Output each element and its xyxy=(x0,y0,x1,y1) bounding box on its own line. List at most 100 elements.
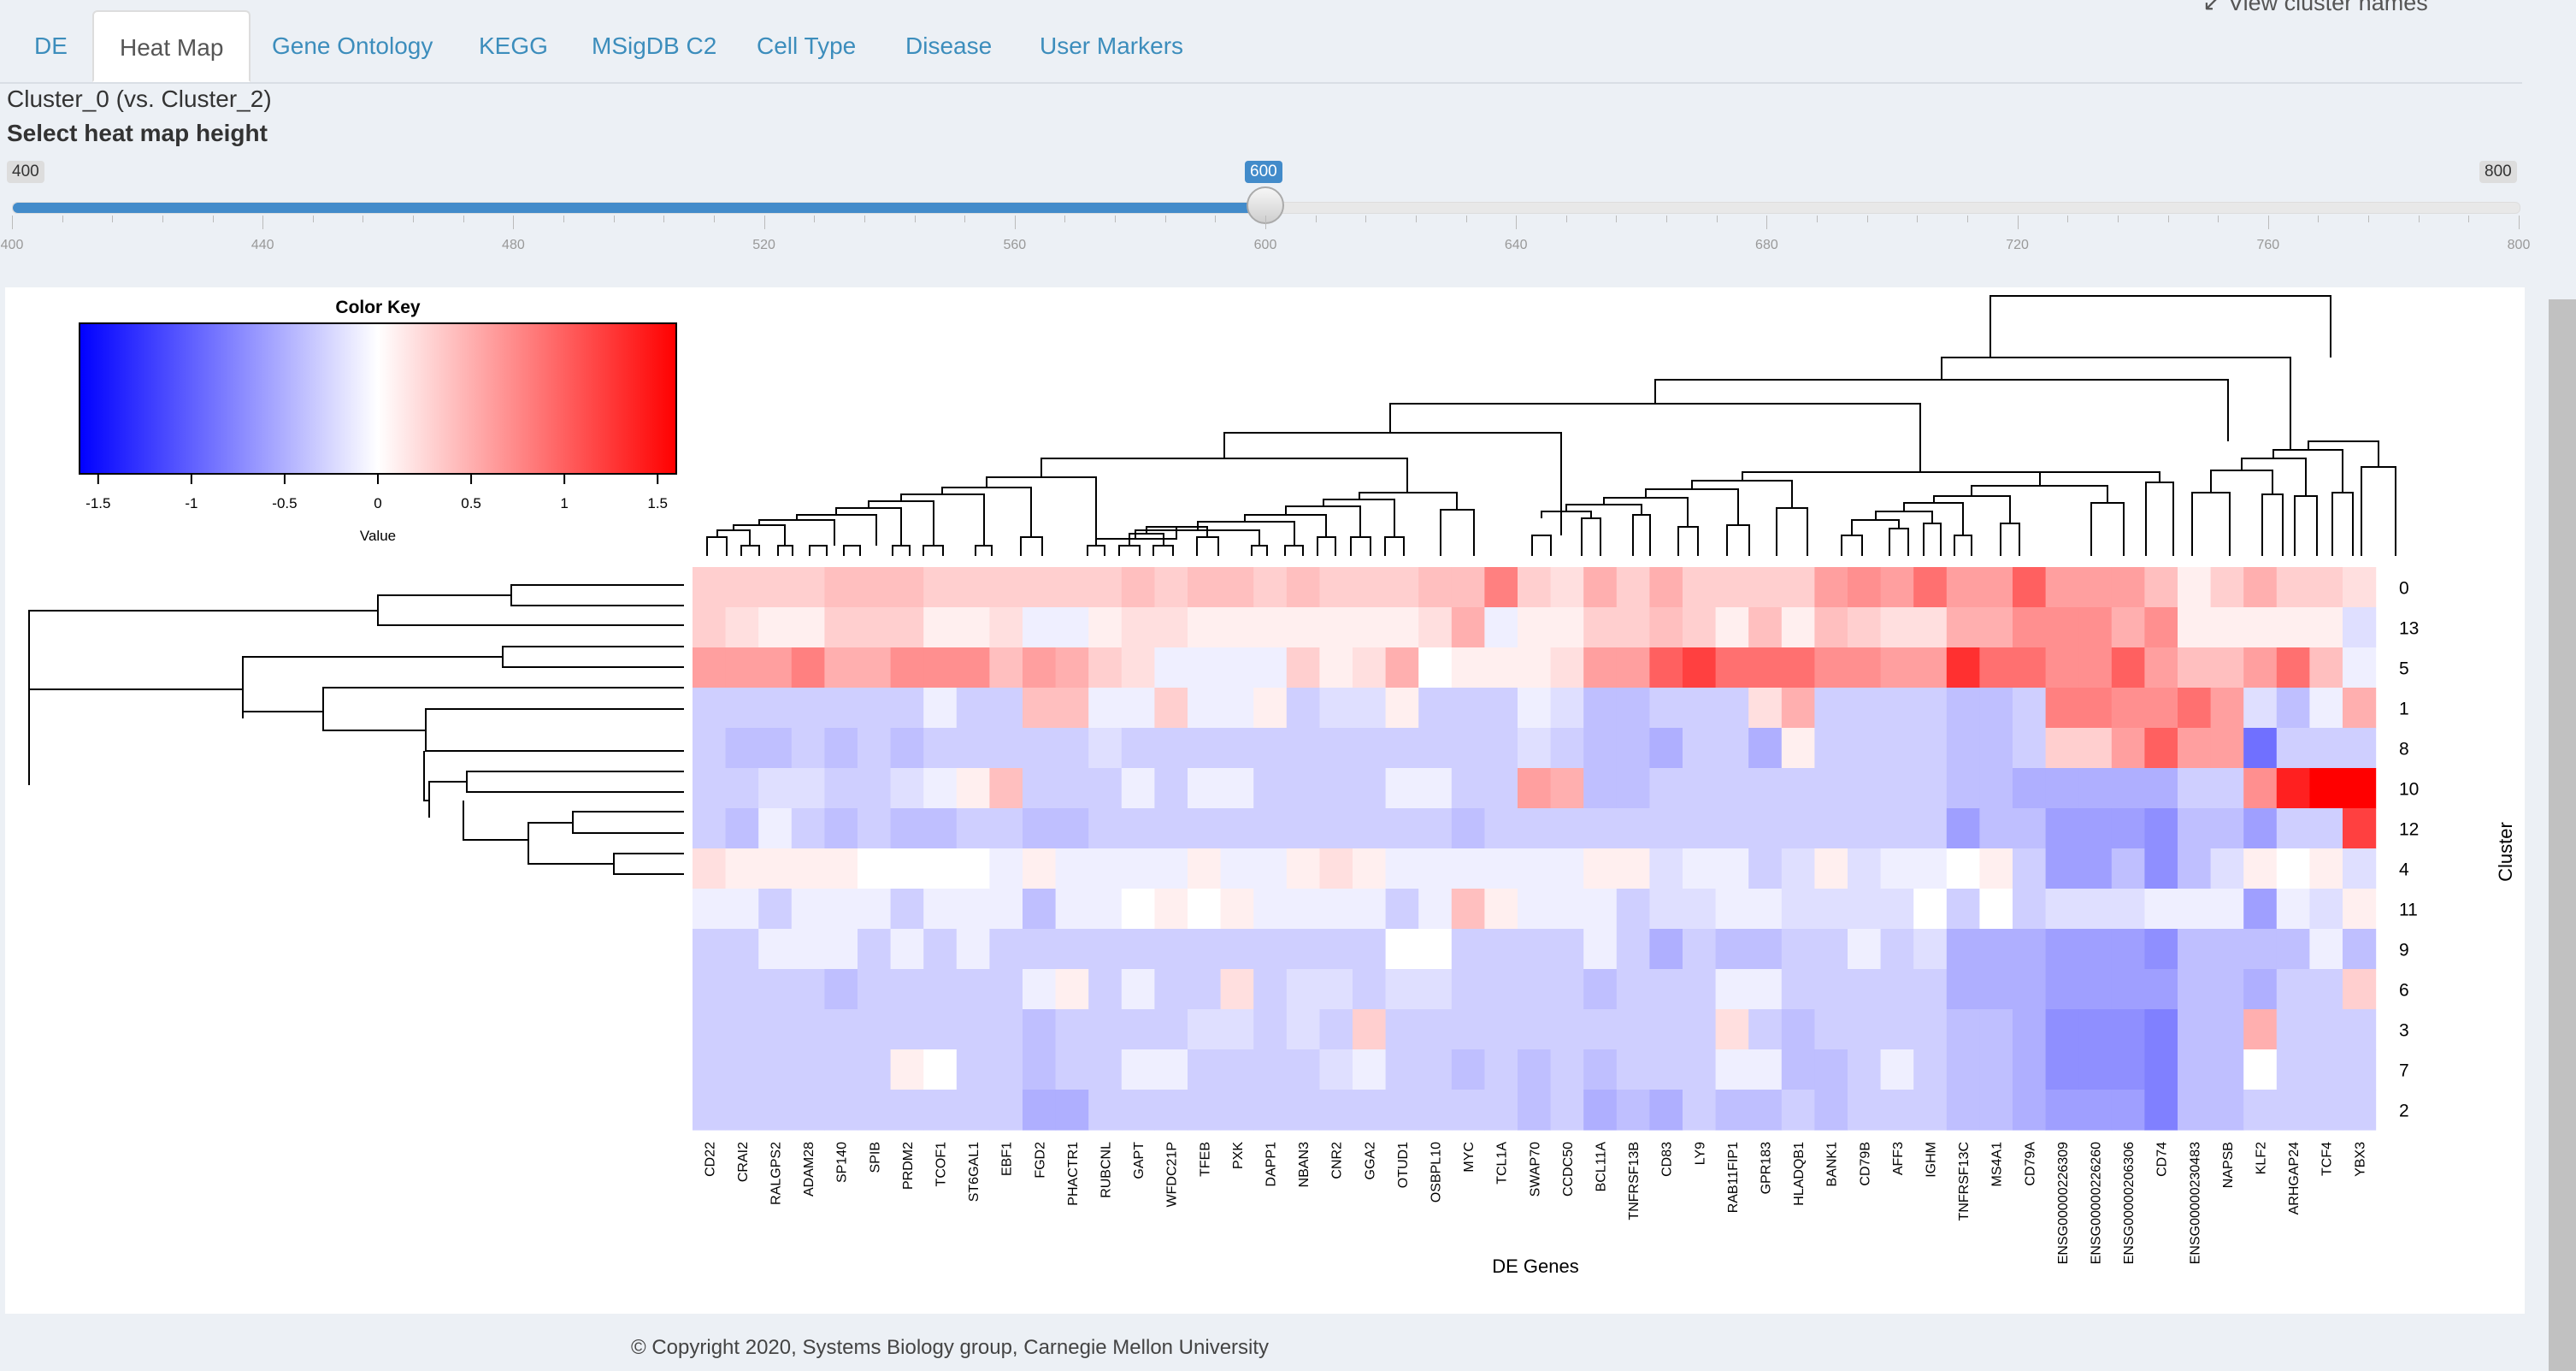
heatmap-cell xyxy=(1550,929,1584,970)
heatmap-cell xyxy=(1353,1009,1387,1050)
heatmap-cell xyxy=(1550,647,1584,688)
slider-minor-tick xyxy=(1064,216,1066,222)
heatmap-cell xyxy=(1451,889,1485,930)
heatmap-cell xyxy=(1220,647,1254,688)
heatmap-cell xyxy=(2343,728,2377,769)
heatmap-cell xyxy=(1385,1090,1419,1131)
heatmap-cell xyxy=(2144,1049,2178,1090)
gene-column-label: WFDC21P xyxy=(1165,1142,1180,1207)
heatmap-cell xyxy=(1649,808,1683,849)
heatmap-cell xyxy=(1946,768,1980,809)
heatmap-cell xyxy=(1385,929,1419,970)
gene-column-label: PRDM2 xyxy=(901,1142,916,1190)
heatmap-cell xyxy=(2013,607,2047,648)
heatmap-cell xyxy=(1814,1009,1848,1050)
heatmap-cell xyxy=(824,848,858,889)
gene-column-label: CD74 xyxy=(2155,1142,2170,1177)
page-scrollbar[interactable] xyxy=(2549,299,2576,1371)
heatmap-cell xyxy=(923,647,958,688)
heatmap-cell xyxy=(2243,1049,2278,1090)
heatmap-cell xyxy=(693,848,727,889)
tab-msigdb-c2[interactable]: MSigDB C2 xyxy=(592,33,717,59)
heatmap-cell xyxy=(890,1090,924,1131)
heatmap-cell xyxy=(693,889,727,930)
heatmap-cell xyxy=(2013,768,2047,809)
heatmap-cell xyxy=(1979,929,2013,970)
heatmap-cell xyxy=(1880,1049,1914,1090)
heatmap-cell xyxy=(1649,929,1683,970)
heatmap-cell xyxy=(1451,1090,1485,1131)
heatmap-cell xyxy=(1220,929,1254,970)
heatmap-cell xyxy=(923,688,958,729)
heatmap-cell xyxy=(1946,969,1980,1010)
heatmap-cell xyxy=(1649,1049,1683,1090)
tab-heat-map[interactable]: Heat Map xyxy=(92,10,251,82)
tab-user-markers[interactable]: User Markers xyxy=(1040,33,1184,59)
heatmap-cell xyxy=(1253,728,1288,769)
heatmap-cell xyxy=(1880,607,1914,648)
heatmap-cell xyxy=(1715,567,1749,608)
heatmap-cell xyxy=(923,1090,958,1131)
heatmap-cell xyxy=(1088,567,1123,608)
heatmap-cell xyxy=(956,848,990,889)
tab-disease[interactable]: Disease xyxy=(905,33,993,59)
heatmap-cell xyxy=(758,567,793,608)
heatmap-cell xyxy=(2343,808,2377,849)
heatmap-cell xyxy=(1023,728,1057,769)
heatmap-cell xyxy=(1748,567,1783,608)
slider-major-tick xyxy=(1265,216,1266,229)
heat-map-height-slider[interactable]: 400 800 600 400 440 480 520 560 600 640 680 720 7… xyxy=(0,154,2531,265)
heatmap-cell xyxy=(1484,889,1518,930)
heatmap-cell xyxy=(2144,728,2178,769)
heatmap-cell xyxy=(1946,567,1980,608)
heatmap-cell xyxy=(1253,848,1288,889)
heatmap-cell xyxy=(1880,929,1914,970)
heatmap-cell xyxy=(1484,768,1518,809)
heatmap-cell xyxy=(1649,969,1683,1010)
heatmap-cell xyxy=(1286,969,1320,1010)
gene-column-label: ENSG00000230483 xyxy=(2188,1142,2202,1264)
tab-gene-ontology[interactable]: Gene Ontology xyxy=(272,33,433,59)
tab-kegg[interactable]: KEGG xyxy=(479,33,548,59)
heatmap-cell xyxy=(1121,1090,1155,1131)
heatmap-cell xyxy=(1715,728,1749,769)
view-cluster-names-link[interactable]: ↙ View cluster names xyxy=(2202,0,2428,15)
heatmap-cell xyxy=(2045,688,2079,729)
slider-minor-tick xyxy=(1866,216,1868,222)
heatmap-cell xyxy=(758,889,793,930)
heatmap-cell xyxy=(1055,929,1089,970)
heatmap-cell xyxy=(2078,728,2113,769)
slider-major-tick xyxy=(763,216,765,229)
heatmap-cell xyxy=(1484,808,1518,849)
heatmap-cell xyxy=(2343,1090,2377,1131)
heatmap-cell xyxy=(1385,688,1419,729)
heatmap-cell xyxy=(1583,1090,1618,1131)
heatmap-cell xyxy=(1023,1009,1057,1050)
heatmap-cell xyxy=(1880,848,1914,889)
heatmap-cell xyxy=(2243,688,2278,729)
heatmap-cell xyxy=(1253,688,1288,729)
heatmap-cell xyxy=(1518,768,1552,809)
heatmap-cell xyxy=(956,688,990,729)
slider-minor-tick xyxy=(62,216,63,222)
heatmap-cell xyxy=(1649,728,1683,769)
slider-minor-tick xyxy=(1215,216,1217,222)
tab-cell-type[interactable]: Cell Type xyxy=(757,33,857,59)
heatmap-cell xyxy=(1418,1009,1453,1050)
gene-column-label: BANK1 xyxy=(1825,1142,1840,1187)
tab-de[interactable]: DE xyxy=(34,33,68,59)
heatmap-cell xyxy=(1154,647,1188,688)
heatmap-cell xyxy=(1748,607,1783,648)
heatmap-cell xyxy=(1550,969,1584,1010)
slider-value-label: 600 xyxy=(1245,161,1282,183)
heatmap-cell xyxy=(758,728,793,769)
heatmap-cell xyxy=(1781,1090,1815,1131)
heatmap-cell xyxy=(1484,1009,1518,1050)
gene-column-label: SWAP70 xyxy=(1528,1142,1542,1197)
heatmap-cell xyxy=(1023,768,1057,809)
heatmap-cell xyxy=(1583,969,1618,1010)
heatmap-cell xyxy=(1550,607,1584,648)
gene-column-label: TCF4 xyxy=(2320,1142,2335,1176)
heatmap-cell xyxy=(1385,848,1419,889)
heatmap-cell xyxy=(890,889,924,930)
